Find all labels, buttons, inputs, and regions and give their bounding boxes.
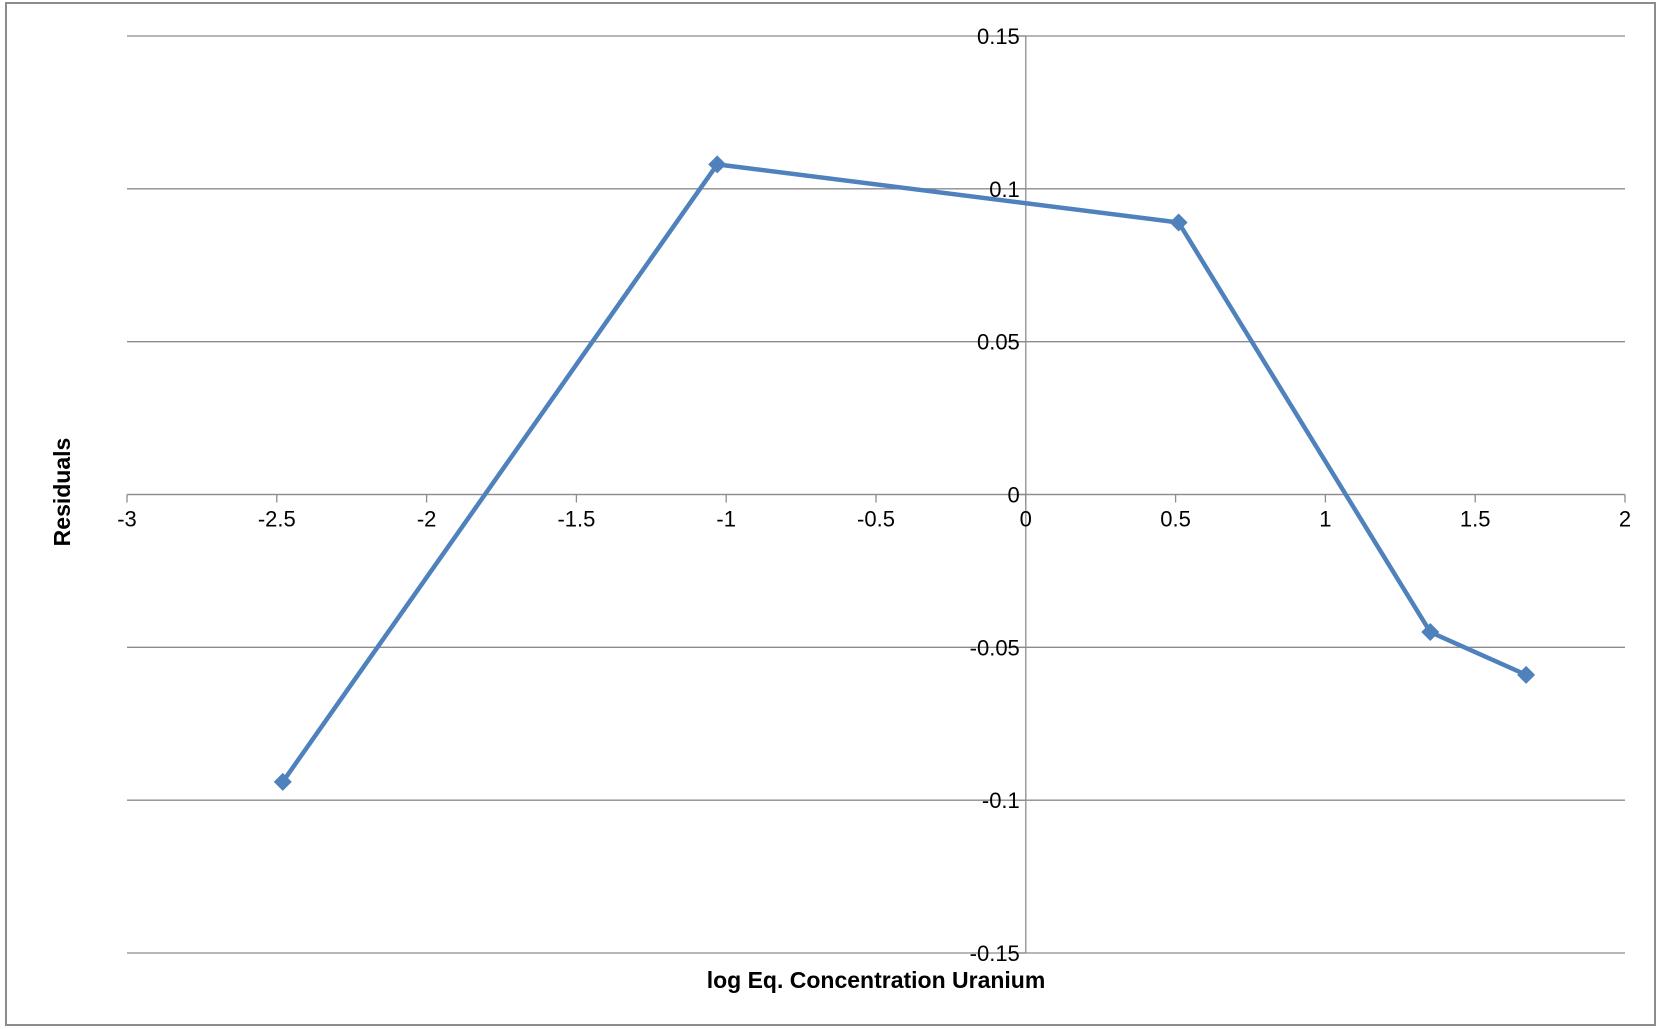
x-tick-label: -1 xyxy=(716,507,736,532)
x-tick-label: -2 xyxy=(417,507,437,532)
y-tick-label: 0.15 xyxy=(977,24,1020,49)
x-tick-label: -3 xyxy=(117,507,137,532)
data-point-marker xyxy=(708,155,727,174)
series-layer xyxy=(273,155,1536,791)
chart-frame xyxy=(5,2,1656,1026)
x-tick-label: 1 xyxy=(1319,507,1331,532)
x-tick-label: 2 xyxy=(1619,507,1631,532)
y-tick-label: 0 xyxy=(1008,483,1020,508)
series-line xyxy=(280,162,1529,785)
x-tick-label: -0.5 xyxy=(857,507,895,532)
y-tick-label: -0.1 xyxy=(982,788,1020,813)
data-point-marker xyxy=(273,772,292,791)
tick-labels: 0.15 0.1 0.05 0 -0.05 -0.1 -0.15 -3 -2.5 -2 -1.5 -1… xyxy=(117,24,1631,966)
axes xyxy=(126,35,1626,954)
y-tick-label: -0.05 xyxy=(970,635,1020,660)
x-tick-label: -1.5 xyxy=(557,507,595,532)
y-tick-label: 0.05 xyxy=(977,330,1020,355)
x-tick-label: 1.5 xyxy=(1460,507,1491,532)
y-tick-label: 0.1 xyxy=(989,177,1020,202)
data-point-marker xyxy=(1421,623,1440,642)
y-tick-label: -0.15 xyxy=(970,941,1020,966)
data-point-marker xyxy=(1169,213,1188,232)
x-axis-title: log Eq. Concentration Uranium xyxy=(707,967,1046,993)
x-tick-label: 0.5 xyxy=(1160,507,1191,532)
x-tick-label: 0 xyxy=(1020,507,1032,532)
x-tick-label: -2.5 xyxy=(258,507,296,532)
data-point-marker xyxy=(1517,665,1536,684)
y-axis-title: Residuals xyxy=(49,438,75,547)
